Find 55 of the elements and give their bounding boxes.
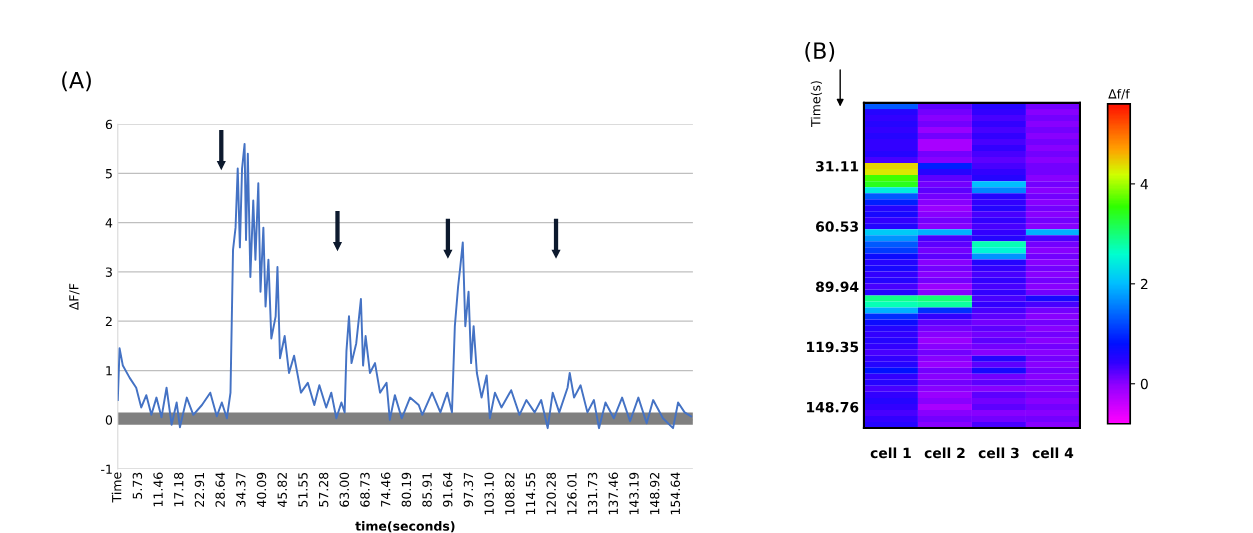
x-tick-label: cell 3	[978, 447, 1019, 459]
x-tick-label: 148.92	[649, 473, 660, 515]
color-bar-title: Δf/f	[1108, 88, 1130, 100]
y-axis-title: ΔF/F	[69, 283, 80, 311]
chart-title: (B)	[805, 41, 835, 62]
x-tick-label: 154.64	[670, 472, 681, 515]
color-bar-label: 2	[1140, 278, 1148, 290]
y-tick-label: 0	[105, 415, 113, 425]
x-tick-label: 74.46	[380, 472, 391, 507]
x-tick-label: 63.00	[339, 472, 349, 507]
y-tick-label: 31.11	[816, 161, 859, 172]
y-tick-label: 6	[105, 119, 113, 130]
y-axis-title: Time(s)	[810, 81, 822, 127]
x-tick-label: 143.19	[629, 472, 639, 515]
y-tick-label: 3	[105, 267, 112, 277]
y-tick-label: 1	[106, 366, 112, 376]
x-tick-label: cell 2	[924, 447, 965, 459]
chart-title: (A)	[62, 71, 91, 92]
x-tick-label: 45.82	[277, 473, 287, 507]
y-tick-label: 148.76	[807, 401, 859, 413]
y-tick-label: 60.53	[816, 221, 858, 232]
y-tick-label: 119.35	[807, 341, 859, 353]
x-tick-label: 57.28	[318, 472, 329, 507]
y-tick-label: 89.94	[816, 281, 859, 292]
x-tick-label: 28.64	[215, 472, 225, 507]
x-tick-label: 17.18	[174, 472, 184, 507]
x-tick-label: 85.91	[422, 472, 432, 507]
x-tick-label: 97.37	[463, 472, 474, 507]
x-tick-label: 68.73	[360, 472, 370, 507]
line-series	[117, 142, 693, 430]
x-tick-label: 108.82	[505, 473, 515, 515]
x-tick-label: 80.19	[401, 472, 412, 507]
x-tick-label: 51.55	[298, 472, 308, 507]
y-tick-label: 5	[105, 169, 112, 179]
x-tick-label: 120.28	[546, 472, 556, 515]
x-tick-label: cell 1	[870, 447, 911, 459]
x-tick-label: 131.73	[587, 472, 598, 515]
y-tick-label: 2	[105, 316, 112, 326]
x-tick-label: 103.10	[484, 472, 494, 515]
x-tick-label: 5.73	[132, 472, 143, 499]
x-tick-label: 22.91	[194, 472, 205, 507]
x-tick-label: 11.46	[153, 472, 163, 507]
x-tick-label: 91.64	[443, 472, 453, 507]
y-tick-label: 4	[105, 218, 113, 228]
x-tick-label: cell 4	[1032, 447, 1074, 459]
x-tick-label: Time	[111, 472, 122, 503]
x-tick-label: 137.46	[608, 472, 618, 515]
x-tick-label: 34.37	[236, 472, 246, 507]
x-tick-label: 126.01	[567, 472, 577, 515]
color-bar-label: 0	[1140, 378, 1148, 390]
x-tick-label: 40.09	[256, 472, 267, 507]
y-tick-label: -1	[101, 464, 112, 474]
color-bar-label: 4	[1140, 179, 1148, 190]
x-axis-title: time(seconds)	[355, 521, 455, 533]
x-tick-label: 114.55	[525, 472, 536, 515]
